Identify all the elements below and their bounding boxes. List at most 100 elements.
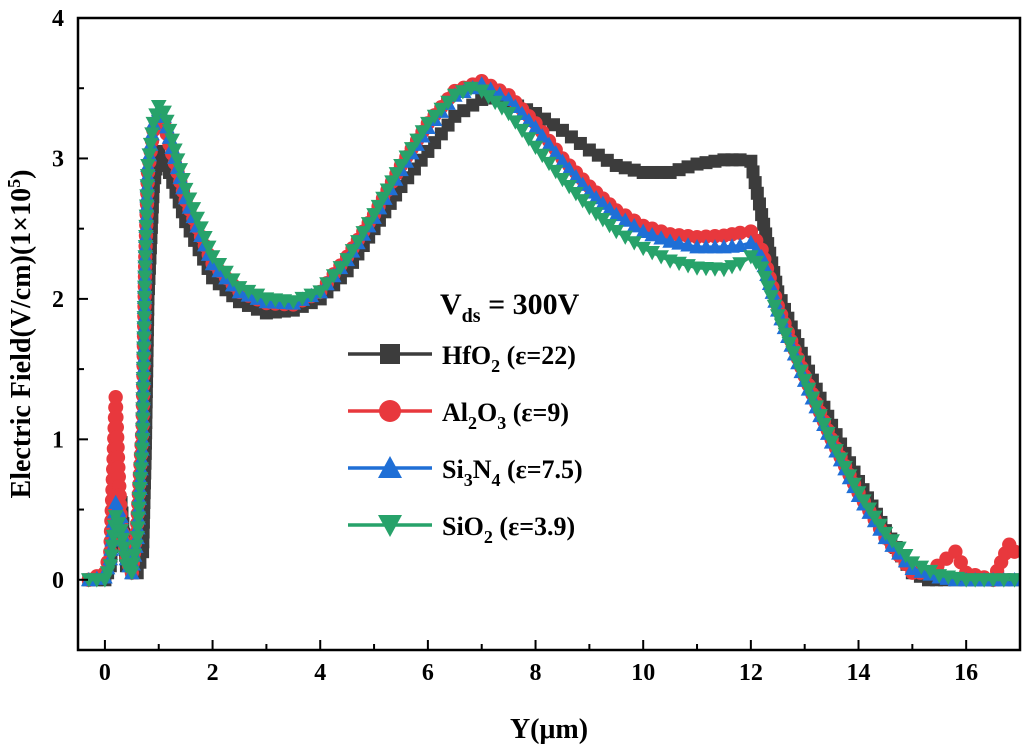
data-point	[129, 531, 146, 546]
data-point	[985, 573, 1001, 588]
legend-label-sub: 2	[468, 413, 477, 433]
data-point	[135, 392, 151, 407]
legend-item: Si3N4 (ε=7.5)	[348, 455, 583, 490]
legend-label-sub: 3	[464, 470, 473, 490]
data-point	[500, 107, 517, 122]
data-point	[124, 566, 140, 581]
x-tick-label: 0	[99, 660, 111, 686]
x-axis-title: Y(μm)	[510, 714, 588, 745]
data-point	[393, 158, 409, 174]
data-point	[1006, 573, 1020, 588]
data-point	[644, 246, 660, 261]
data-point	[793, 364, 809, 379]
data-point	[897, 549, 914, 564]
data-point	[109, 410, 124, 425]
data-point	[110, 440, 125, 455]
legend-label-rest: (ε=7.5)	[500, 455, 582, 484]
data-point	[126, 548, 143, 563]
data-point	[554, 153, 571, 168]
legend-label: SiO2 (ε=3.9)	[442, 512, 575, 547]
y-tick-label: 1	[52, 427, 64, 453]
data-point	[913, 560, 930, 575]
legend-title-rest: = 300V	[481, 288, 580, 321]
data-point	[861, 502, 878, 517]
x-tick-label: 2	[207, 660, 219, 686]
data-point	[142, 137, 159, 153]
data-point	[534, 148, 551, 164]
data-point	[140, 158, 156, 174]
data-point	[527, 119, 544, 135]
x-tick-label: 14	[847, 660, 871, 686]
data-point	[608, 224, 625, 240]
data-point	[137, 270, 153, 285]
legend-marker	[380, 344, 400, 364]
legend-label: Al2O3 (ε=9)	[442, 398, 569, 433]
data-point	[507, 115, 524, 130]
data-point	[104, 539, 121, 554]
data-point	[134, 442, 150, 457]
data-point	[135, 412, 151, 427]
data-point	[766, 299, 783, 314]
data-point	[218, 265, 234, 281]
data-point	[139, 169, 156, 184]
data-point	[819, 426, 836, 442]
series-layer	[80, 74, 1020, 588]
y-tick-label: 0	[52, 568, 64, 594]
data-point	[757, 271, 773, 286]
data-point	[134, 422, 151, 437]
data-point	[812, 409, 828, 424]
data-point	[128, 539, 144, 555]
x-tick-label: 12	[739, 660, 763, 686]
data-point	[344, 244, 361, 259]
data-point	[781, 336, 798, 352]
data-point	[319, 277, 335, 292]
data-point	[129, 521, 146, 536]
x-tick-label: 8	[530, 660, 542, 686]
data-point	[808, 400, 825, 415]
data-point	[534, 128, 551, 143]
data-point	[102, 559, 119, 574]
data-point	[763, 290, 780, 305]
data-point	[561, 161, 577, 176]
data-point	[167, 143, 183, 158]
data-point	[777, 327, 794, 343]
data-point	[132, 472, 149, 487]
data-point	[189, 211, 205, 227]
data-point	[115, 541, 132, 556]
data-point	[837, 460, 853, 476]
data-point	[137, 280, 153, 295]
data-point	[211, 257, 228, 273]
data-point	[303, 288, 320, 303]
data-point	[626, 236, 643, 251]
data-point	[409, 133, 425, 148]
legend-label-sub: 2	[484, 527, 493, 547]
y-axis-title: Electric Field(V/cm)(1×105)	[4, 170, 37, 499]
data-point	[137, 250, 154, 265]
data-point	[136, 321, 153, 336]
data-point	[904, 556, 921, 571]
data-point	[110, 450, 126, 465]
data-point	[200, 240, 217, 255]
data-point	[644, 226, 660, 242]
data-point	[680, 237, 696, 252]
data-point	[426, 109, 443, 125]
legend-marker	[378, 456, 402, 478]
data-point	[138, 219, 154, 235]
data-point	[601, 201, 618, 216]
data-point	[617, 230, 634, 245]
data-point	[398, 150, 415, 165]
data-point	[138, 229, 154, 245]
legend-title-main: V	[440, 288, 462, 321]
data-point	[877, 526, 894, 542]
data-point	[850, 486, 867, 501]
legend-marker	[379, 400, 401, 422]
legend-marker	[378, 515, 402, 537]
data-point	[617, 212, 634, 227]
data-point	[433, 102, 450, 118]
data-point	[527, 140, 544, 156]
data-point	[626, 218, 643, 233]
data-point	[785, 346, 801, 361]
data-point	[138, 209, 155, 224]
data-point	[841, 469, 858, 484]
legend-label: HfO2 (ε=22)	[442, 341, 576, 376]
